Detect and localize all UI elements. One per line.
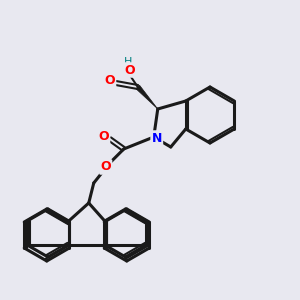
- Text: O: O: [104, 74, 115, 88]
- Text: O: O: [100, 160, 111, 173]
- Polygon shape: [136, 85, 158, 109]
- Text: N: N: [152, 131, 162, 145]
- Text: O: O: [98, 130, 109, 143]
- Text: O: O: [124, 64, 135, 76]
- Text: H: H: [124, 57, 132, 67]
